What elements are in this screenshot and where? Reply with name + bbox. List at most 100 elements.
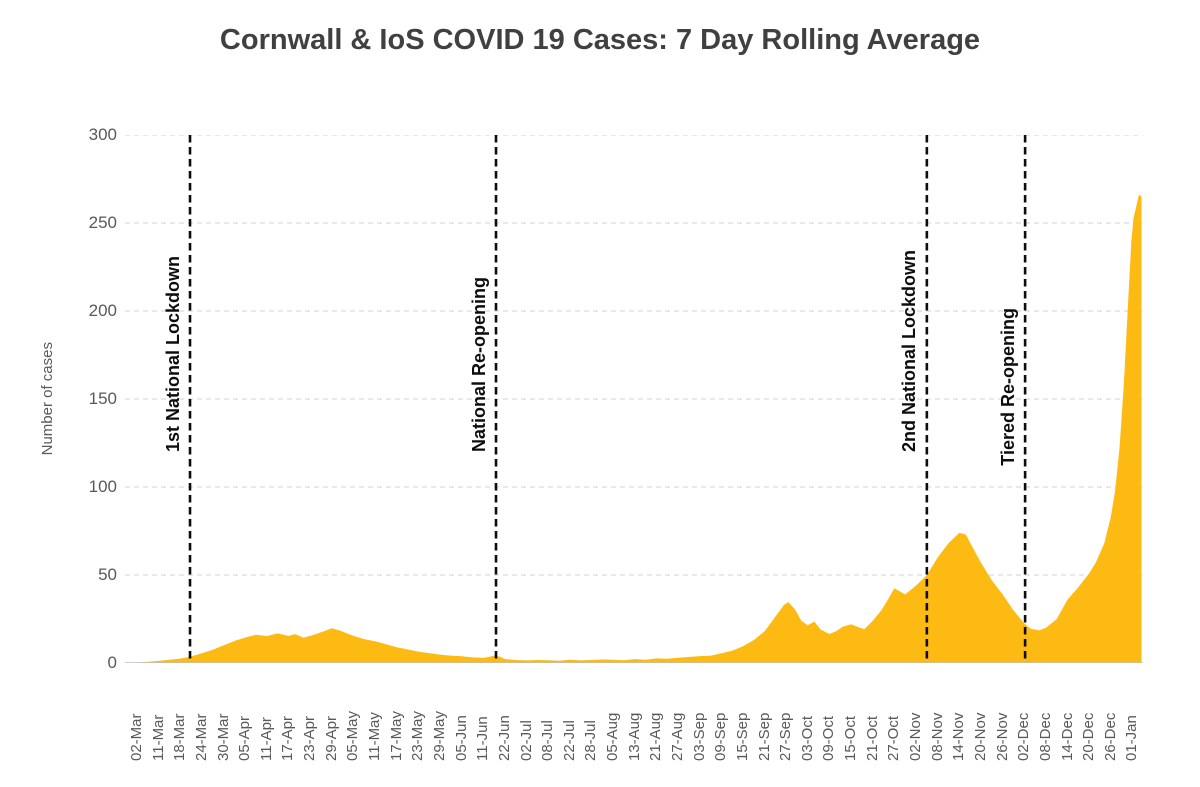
x-tick-text: 14-Nov bbox=[950, 712, 968, 761]
x-tick-text: 22-Jun bbox=[495, 715, 513, 761]
x-tick-text: 27-Sep bbox=[777, 712, 795, 761]
x-tick-label-08-Jul: 08-Jul bbox=[537, 669, 559, 761]
x-tick-text: 15-Oct bbox=[842, 715, 860, 761]
x-tick-text: 11-Apr bbox=[257, 717, 275, 761]
y-tick-label-150: 150 bbox=[88, 389, 117, 408]
x-tick-text: 02-Jul bbox=[517, 720, 535, 761]
x-tick-text: 03-Sep bbox=[690, 712, 708, 761]
x-tick-text: 03-Oct bbox=[798, 715, 816, 761]
x-tick-label-21-Aug: 21-Aug bbox=[645, 669, 667, 761]
x-tick-text: 20-Nov bbox=[971, 712, 989, 761]
x-tick-label-05-Aug: 05-Aug bbox=[602, 669, 624, 761]
event-label-text: National Re-opening bbox=[468, 277, 489, 452]
x-tick-text: 30-Mar bbox=[214, 713, 232, 761]
x-tick-label-15-Oct: 15-Oct bbox=[840, 669, 862, 761]
x-tick-label-03-Sep: 03-Sep bbox=[689, 669, 711, 761]
x-tick-text: 09-Oct bbox=[820, 715, 838, 761]
x-tick-text: 26-Nov bbox=[993, 712, 1011, 761]
x-tick-text: 22-Jul bbox=[560, 720, 578, 761]
x-tick-text: 05-May bbox=[344, 710, 362, 761]
x-tick-text: 13-Aug bbox=[625, 712, 643, 761]
x-tick-text: 21-Oct bbox=[863, 715, 881, 761]
x-tick-text: 08-Nov bbox=[928, 712, 946, 761]
x-tick-label-14-Nov: 14-Nov bbox=[948, 669, 970, 761]
x-tick-label-02-Mar: 02-Mar bbox=[126, 669, 148, 761]
x-tick-label-30-Mar: 30-Mar bbox=[213, 669, 235, 761]
event-label-2: National Re-opening bbox=[467, 277, 491, 452]
x-tick-label-26-Nov: 26-Nov bbox=[992, 669, 1014, 761]
y-tick-label-200: 200 bbox=[88, 301, 117, 320]
x-tick-label-15-Sep: 15-Sep bbox=[732, 669, 754, 761]
x-tick-text: 24-Mar bbox=[192, 713, 210, 761]
x-tick-text: 29-Apr bbox=[322, 715, 340, 761]
x-tick-text: 01-Jan bbox=[1123, 715, 1141, 761]
x-tick-text: 08-Dec bbox=[1036, 712, 1054, 761]
x-tick-label-11-Mar: 11-Mar bbox=[148, 669, 170, 761]
x-tick-label-18-Mar: 18-Mar bbox=[169, 669, 191, 761]
x-tick-label-27-Oct: 27-Oct bbox=[883, 669, 905, 761]
x-tick-label-02-Jul: 02-Jul bbox=[516, 669, 538, 761]
event-label-4: Tiered Re-opening bbox=[996, 308, 1020, 466]
x-tick-label-02-Dec: 02-Dec bbox=[1013, 669, 1035, 761]
x-tick-label-11-Apr: 11-Apr bbox=[256, 669, 278, 761]
x-tick-label-17-Apr: 17-Apr bbox=[277, 669, 299, 761]
x-tick-label-26-Dec: 26-Dec bbox=[1100, 669, 1122, 761]
x-tick-label-02-Nov: 02-Nov bbox=[905, 669, 927, 761]
x-tick-label-05-Apr: 05-Apr bbox=[234, 669, 256, 761]
event-label-text: Tiered Re-opening bbox=[997, 308, 1018, 466]
x-tick-text: 17-May bbox=[387, 710, 405, 761]
x-tick-text: 05-Aug bbox=[604, 712, 622, 761]
x-tick-text: 21-Sep bbox=[755, 712, 773, 761]
x-tick-label-08-Dec: 08-Dec bbox=[1035, 669, 1057, 761]
event-label-text: 2nd National Lockdown bbox=[899, 249, 920, 452]
x-tick-text: 02-Dec bbox=[1015, 712, 1033, 761]
x-tick-label-23-Apr: 23-Apr bbox=[299, 669, 321, 761]
x-tick-label-29-May: 29-May bbox=[429, 669, 451, 761]
x-tick-label-05-Jun: 05-Jun bbox=[451, 669, 473, 761]
x-tick-label-11-May: 11-May bbox=[364, 669, 386, 761]
x-tick-text: 02-Mar bbox=[128, 713, 145, 761]
x-tick-text: 11-Mar bbox=[149, 714, 167, 761]
x-tick-label-29-Apr: 29-Apr bbox=[321, 669, 343, 761]
x-tick-label-23-May: 23-May bbox=[407, 669, 429, 761]
x-tick-text: 29-May bbox=[430, 710, 448, 761]
x-tick-label-27-Sep: 27-Sep bbox=[775, 669, 797, 761]
x-tick-text: 05-Jun bbox=[452, 715, 470, 761]
x-tick-text: 11-Jun bbox=[474, 716, 492, 761]
x-tick-label-28-Jul: 28-Jul bbox=[580, 669, 602, 761]
x-tick-text: 14-Dec bbox=[1058, 712, 1076, 761]
x-tick-label-05-May: 05-May bbox=[342, 669, 364, 761]
x-tick-text: 21-Aug bbox=[647, 712, 665, 761]
x-tick-text: 18-Mar bbox=[171, 713, 189, 761]
x-tick-label-24-Mar: 24-Mar bbox=[191, 669, 213, 761]
x-tick-label-17-May: 17-May bbox=[386, 669, 408, 761]
x-tick-label-09-Oct: 09-Oct bbox=[818, 669, 840, 761]
x-tick-text: 26-Dec bbox=[1101, 712, 1119, 761]
y-tick-label-100: 100 bbox=[88, 477, 117, 496]
x-tick-label-01-Jan: 01-Jan bbox=[1121, 669, 1143, 761]
event-label-text: 1st National Lockdown bbox=[162, 255, 183, 452]
y-tick-label-250: 250 bbox=[88, 213, 117, 232]
event-label-3: 2nd National Lockdown bbox=[898, 250, 922, 452]
x-tick-label-20-Dec: 20-Dec bbox=[1078, 669, 1100, 761]
x-tick-text: 08-Jul bbox=[539, 720, 557, 761]
x-tick-text: 09-Sep bbox=[712, 712, 730, 761]
x-tick-label-11-Jun: 11-Jun bbox=[472, 669, 494, 761]
x-tick-text: 02-Nov bbox=[907, 712, 925, 761]
x-tick-label-03-Oct: 03-Oct bbox=[797, 669, 819, 761]
x-tick-label-22-Jul: 22-Jul bbox=[559, 669, 581, 761]
x-tick-text: 20-Dec bbox=[1080, 712, 1098, 761]
area-series bbox=[127, 194, 1142, 663]
x-tick-label-21-Sep: 21-Sep bbox=[754, 669, 776, 761]
x-tick-text: 11-May bbox=[366, 712, 384, 761]
y-tick-label-0: 0 bbox=[107, 653, 117, 672]
x-tick-label-13-Aug: 13-Aug bbox=[624, 669, 646, 761]
plot-area bbox=[125, 135, 1143, 663]
x-tick-text: 23-May bbox=[409, 710, 427, 761]
y-tick-label-300: 300 bbox=[88, 125, 117, 144]
x-tick-label-09-Sep: 09-Sep bbox=[710, 669, 732, 761]
x-tick-label-08-Nov: 08-Nov bbox=[927, 669, 949, 761]
x-tick-text: 17-Apr bbox=[279, 715, 297, 761]
event-label-1: 1st National Lockdown bbox=[161, 256, 185, 452]
